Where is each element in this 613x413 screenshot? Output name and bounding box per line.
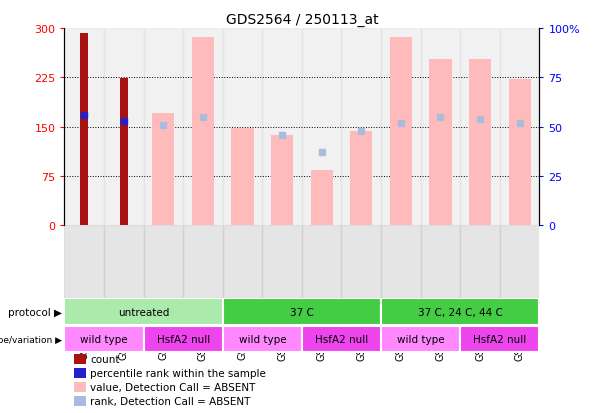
Text: wild type: wild type bbox=[80, 334, 128, 344]
Bar bbox=[262, 226, 302, 298]
Bar bbox=[500, 226, 539, 298]
Bar bbox=[421, 226, 460, 298]
Bar bbox=[74, 396, 86, 406]
Text: count: count bbox=[91, 354, 120, 364]
Bar bbox=[223, 299, 381, 325]
Bar bbox=[143, 326, 223, 353]
Text: 37 C: 37 C bbox=[290, 307, 314, 317]
Bar bbox=[143, 29, 183, 226]
Text: percentile rank within the sample: percentile rank within the sample bbox=[91, 368, 267, 378]
Bar bbox=[302, 226, 341, 298]
Bar bbox=[460, 29, 500, 226]
Text: untreated: untreated bbox=[118, 307, 169, 317]
Bar bbox=[381, 326, 460, 353]
Text: HsfA2 null: HsfA2 null bbox=[156, 334, 210, 344]
Bar bbox=[223, 326, 302, 353]
Bar bbox=[64, 29, 104, 226]
Text: value, Detection Call = ABSENT: value, Detection Call = ABSENT bbox=[91, 382, 256, 392]
Bar bbox=[74, 354, 86, 364]
Bar bbox=[469, 60, 491, 226]
Text: protocol ▶: protocol ▶ bbox=[9, 307, 63, 317]
Bar bbox=[460, 226, 500, 298]
Bar bbox=[302, 326, 381, 353]
Text: HsfA2 null: HsfA2 null bbox=[315, 334, 368, 344]
Bar bbox=[80, 34, 88, 226]
Bar bbox=[381, 29, 421, 226]
Bar bbox=[143, 226, 183, 298]
Bar bbox=[262, 29, 302, 226]
Bar bbox=[460, 326, 539, 353]
Text: wild type: wild type bbox=[238, 334, 286, 344]
Bar bbox=[104, 29, 143, 226]
Bar bbox=[223, 226, 262, 298]
Bar bbox=[271, 135, 293, 226]
Bar bbox=[509, 80, 531, 226]
Bar bbox=[311, 171, 333, 226]
Bar bbox=[341, 226, 381, 298]
Bar bbox=[120, 79, 128, 226]
Text: rank, Detection Call = ABSENT: rank, Detection Call = ABSENT bbox=[91, 396, 251, 406]
Bar bbox=[183, 29, 223, 226]
Text: genotype/variation ▶: genotype/variation ▶ bbox=[0, 335, 63, 344]
Text: wild type: wild type bbox=[397, 334, 444, 344]
Bar bbox=[152, 114, 175, 226]
Bar bbox=[390, 38, 412, 226]
Text: HsfA2 null: HsfA2 null bbox=[473, 334, 527, 344]
Bar bbox=[350, 131, 372, 226]
Bar bbox=[500, 29, 539, 226]
Bar bbox=[64, 226, 104, 298]
Bar bbox=[74, 368, 86, 378]
Bar bbox=[192, 38, 214, 226]
Bar bbox=[74, 382, 86, 392]
Bar bbox=[341, 29, 381, 226]
Bar bbox=[223, 29, 262, 226]
Bar bbox=[183, 226, 223, 298]
Bar bbox=[381, 226, 421, 298]
Bar bbox=[429, 60, 452, 226]
Bar bbox=[421, 29, 460, 226]
Text: 37 C, 24 C, 44 C: 37 C, 24 C, 44 C bbox=[418, 307, 503, 317]
Bar bbox=[302, 29, 341, 226]
Title: GDS2564 / 250113_at: GDS2564 / 250113_at bbox=[226, 12, 378, 26]
Bar bbox=[381, 299, 539, 325]
Bar bbox=[104, 226, 143, 298]
Bar bbox=[64, 299, 223, 325]
Bar bbox=[232, 129, 254, 226]
Bar bbox=[64, 326, 143, 353]
